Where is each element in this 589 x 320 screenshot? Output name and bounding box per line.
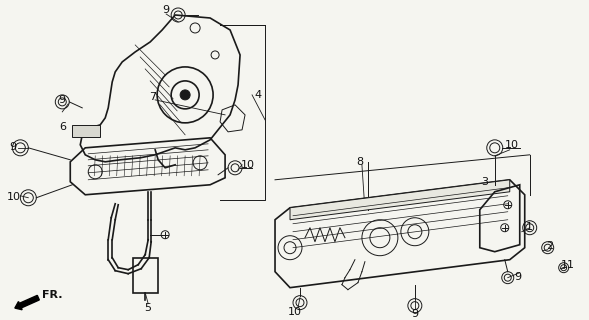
Text: 9: 9 <box>59 95 66 105</box>
Text: 9: 9 <box>9 142 16 152</box>
Text: 8: 8 <box>356 157 363 167</box>
Polygon shape <box>290 180 509 220</box>
Text: 5: 5 <box>145 303 152 313</box>
Text: 10: 10 <box>288 307 302 316</box>
Text: 10: 10 <box>241 160 255 170</box>
Circle shape <box>180 90 190 100</box>
Text: 9: 9 <box>514 272 521 282</box>
Bar <box>133 258 158 293</box>
Text: 10: 10 <box>6 192 21 202</box>
Text: 9: 9 <box>163 5 170 15</box>
Text: 7: 7 <box>148 92 155 102</box>
Text: 3: 3 <box>481 177 488 187</box>
Text: 1: 1 <box>526 222 533 232</box>
Text: 4: 4 <box>254 90 262 100</box>
Text: 11: 11 <box>561 260 575 270</box>
Text: 10: 10 <box>505 140 519 150</box>
Text: 9: 9 <box>411 308 418 319</box>
Text: 6: 6 <box>59 122 66 132</box>
Text: FR.: FR. <box>42 290 63 300</box>
Text: 2: 2 <box>546 241 553 251</box>
Bar <box>72 125 100 137</box>
FancyArrow shape <box>15 295 39 310</box>
